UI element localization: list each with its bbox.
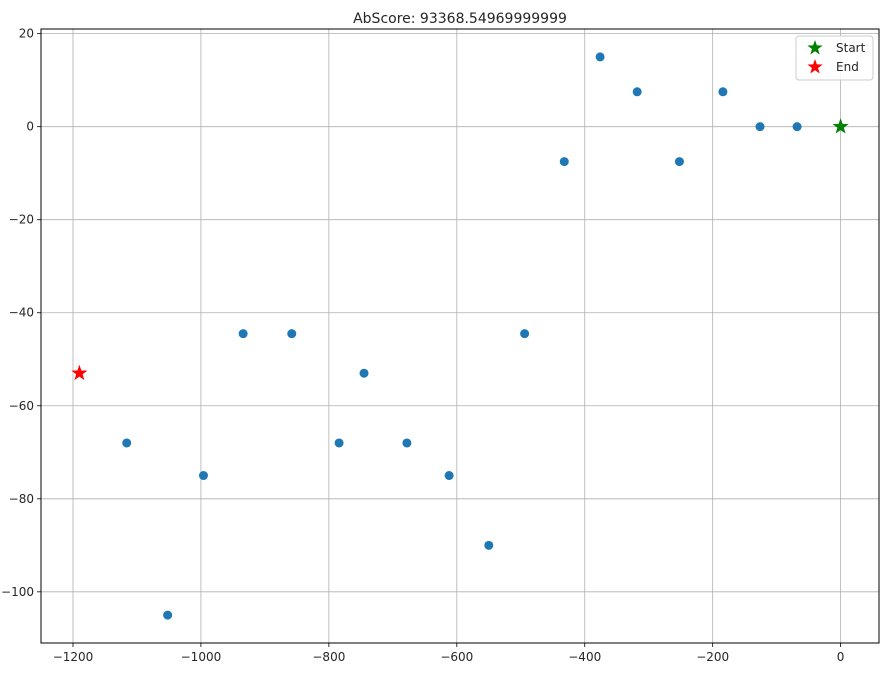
- legend: Start End: [795, 35, 874, 81]
- start-star-marker: [832, 118, 849, 134]
- scatter-point: [163, 610, 173, 620]
- scatter-point: [122, 438, 132, 448]
- legend-start-label: Start: [836, 41, 866, 55]
- y-tick-label: −100: [1, 585, 34, 599]
- scatter-point: [238, 329, 248, 339]
- scatter-point: [595, 52, 605, 62]
- x-tick-label: −1000: [181, 650, 222, 664]
- legend-start-icon: [807, 40, 823, 55]
- y-tick-label: −20: [9, 213, 34, 227]
- scatter-point: [402, 438, 412, 448]
- axis-ticks: −1200 −1000 −800 −600 −400 −200 0 20 0 −20 −40 −60 −…: [1, 27, 844, 664]
- scatter-point: [484, 540, 494, 550]
- scatter-point: [674, 157, 684, 167]
- y-tick-label: −80: [9, 492, 34, 506]
- data-points: [122, 52, 802, 620]
- legend-end-label: End: [836, 60, 859, 74]
- scatter-point: [632, 87, 642, 97]
- y-tick-label: 20: [19, 27, 34, 41]
- scatter-point: [334, 438, 344, 448]
- scatter-point: [287, 329, 297, 339]
- scatter-point: [198, 471, 208, 481]
- chart-title: AbScore: 93368.54969999999: [353, 11, 567, 27]
- x-tick-label: −200: [696, 650, 729, 664]
- x-tick-label: −1200: [53, 650, 94, 664]
- scatter-point: [755, 122, 765, 132]
- grid-lines: [41, 29, 879, 643]
- start-end-markers: [71, 118, 849, 381]
- scatter-point: [520, 329, 530, 339]
- scatter-point: [718, 87, 728, 97]
- scatter-point: [792, 122, 802, 132]
- legend-end-icon: [807, 59, 823, 74]
- x-tick-label: 0: [837, 650, 845, 664]
- y-tick-label: 0: [26, 120, 34, 134]
- scatter-point: [359, 368, 369, 378]
- x-tick-label: −600: [440, 650, 473, 664]
- end-star-marker: [71, 364, 88, 381]
- scatter-point: [559, 157, 569, 167]
- scatter-point: [444, 471, 454, 481]
- plot-frame: [40, 28, 880, 644]
- y-tick-label: −40: [9, 306, 34, 320]
- x-tick-label: −400: [568, 650, 601, 664]
- x-tick-label: −800: [312, 650, 345, 664]
- y-tick-label: −60: [9, 399, 34, 413]
